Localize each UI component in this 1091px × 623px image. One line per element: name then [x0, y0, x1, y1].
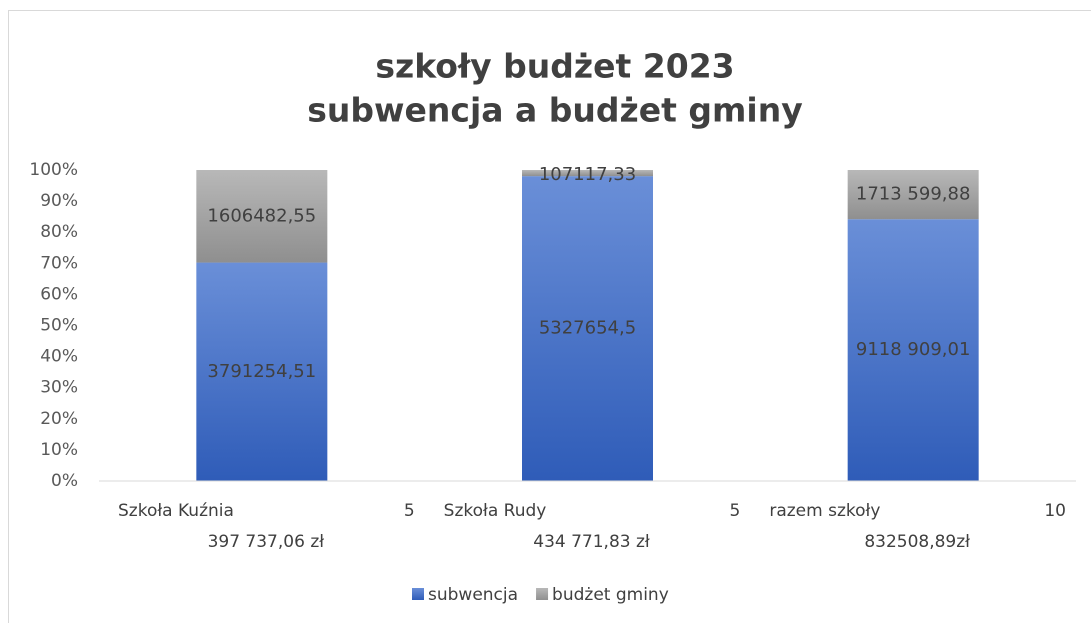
data-label: 1713 599,88 [856, 184, 971, 205]
data-label: 1606482,55 [207, 205, 316, 226]
y-tick-label: 70% [40, 253, 78, 273]
chart-title: szkoły budżet 2023 [375, 47, 734, 86]
data-label: 3791254,51 [207, 361, 316, 382]
x-tick-label: 10 [1044, 501, 1066, 521]
y-tick-label: 30% [40, 378, 78, 398]
bar-segment [847, 170, 979, 220]
bar-segment [522, 170, 653, 177]
x-tick-label: 434 771,83 zł [533, 532, 650, 552]
y-tick-label: 40% [40, 347, 78, 367]
y-tick-label: 20% [40, 409, 78, 429]
y-tick-label: 0% [51, 471, 78, 491]
data-label: 5327654,5 [539, 318, 636, 339]
legend-label: subwencja [428, 585, 518, 605]
bar-segment [522, 176, 653, 481]
x-tick-label: 397 737,06 zł [208, 532, 325, 552]
x-tick-label: 832508,89zł [864, 532, 970, 552]
x-tick-label: Szkoła Kuźnia [118, 501, 234, 521]
bar-segment [196, 262, 328, 481]
chart-border [8, 10, 1091, 623]
x-tick-label: Szkoła Rudy [444, 501, 547, 521]
bar-segment [847, 219, 979, 481]
y-tick-label: 80% [40, 222, 78, 242]
legend-swatch [536, 588, 549, 600]
data-label: 9118 909,01 [856, 339, 971, 360]
x-tick-label: 5 [730, 501, 741, 521]
y-tick-label: 100% [29, 160, 78, 180]
x-tick-label: razem szkoły [769, 501, 880, 521]
y-tick-label: 50% [40, 316, 78, 336]
bar-segment [196, 170, 328, 263]
legend-label: budżet gminy [552, 585, 669, 605]
y-tick-label: 10% [40, 440, 78, 460]
y-tick-label: 90% [40, 191, 78, 211]
x-tick-label: 5 [404, 501, 415, 521]
legend-swatch [412, 588, 424, 600]
data-label: 107117,33 [539, 164, 636, 185]
y-tick-label: 60% [40, 284, 78, 304]
chart-title: subwencja a budżet gminy [307, 91, 802, 130]
